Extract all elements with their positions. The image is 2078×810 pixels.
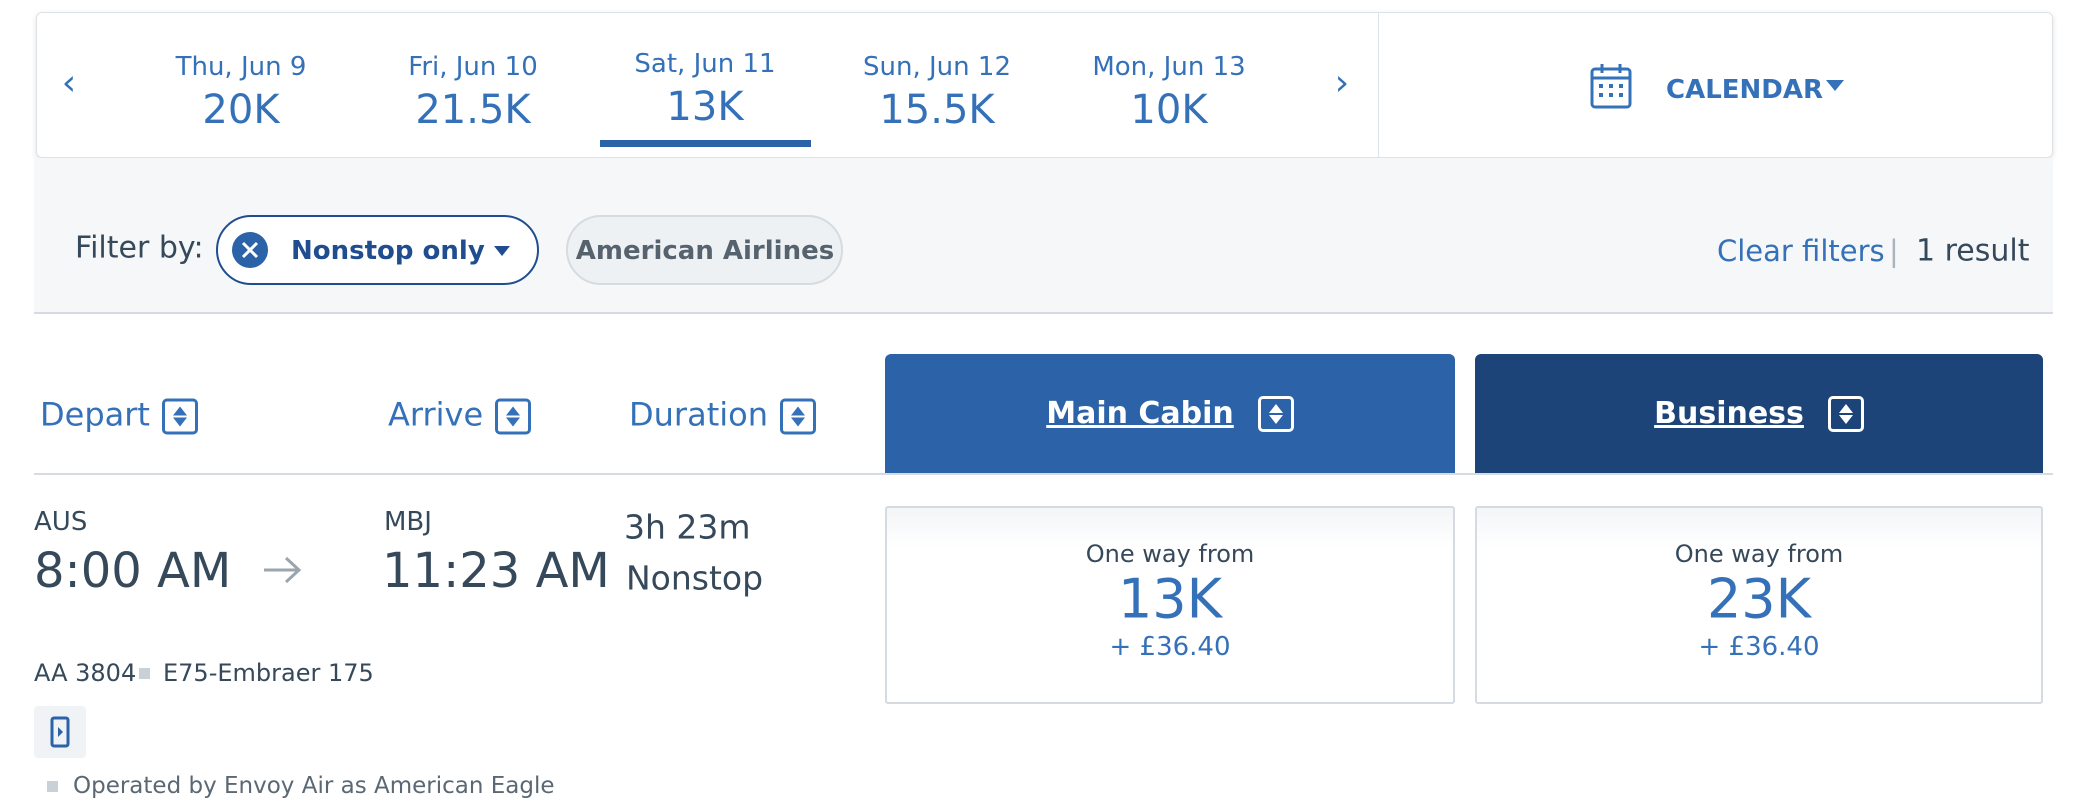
chip-label[interactable]: Nonstop only <box>291 236 485 266</box>
date-nav <box>36 12 2053 158</box>
tab-day[interactable]: Thu, Jun 9 <box>175 52 307 82</box>
operator: Operated by Envoy Air as American Eagle <box>73 773 555 799</box>
result-count: 1 result <box>1916 233 2030 269</box>
fare-label: One way from <box>1085 540 1255 568</box>
tab-price[interactable]: 13K <box>666 84 744 130</box>
nav-divider <box>1378 12 1379 158</box>
sort-icon[interactable] <box>495 398 532 435</box>
destination: MBJ <box>384 507 432 537</box>
arrive-time: 11:23 AM <box>382 543 610 599</box>
duration: 3h 23m <box>624 507 751 547</box>
route-arrow <box>264 556 302 584</box>
main-cabin-header[interactable]: Main Cabin <box>885 354 1455 473</box>
selected-underline <box>600 140 811 147</box>
tab-day[interactable]: Sun, Jun 12 <box>863 52 1011 82</box>
calendar-icon[interactable] <box>1590 62 1632 110</box>
cabin-label[interactable]: Main Cabin <box>1046 396 1234 431</box>
tab-day[interactable]: Sat, Jun 11 <box>634 49 776 79</box>
column-label: Arrive <box>388 395 484 434</box>
header-rule <box>34 473 2053 475</box>
separator: | <box>1889 234 1899 268</box>
chip-label[interactable]: American Airlines <box>575 236 835 266</box>
next-arrow[interactable]: › <box>1334 62 1350 104</box>
sort-icon[interactable] <box>1257 395 1294 432</box>
tab-day[interactable]: Mon, Jun 13 <box>1092 52 1246 82</box>
bullet <box>47 781 58 792</box>
column-label: Depart <box>40 395 150 434</box>
fare-box[interactable] <box>885 506 1455 704</box>
tab-price[interactable]: 10K <box>1130 87 1208 133</box>
fare-tax: + £36.40 <box>1109 632 1231 662</box>
clear-filters[interactable]: Clear filters <box>1717 234 1885 268</box>
wifi-phone-icon <box>34 706 86 758</box>
sort-arrive[interactable]: Arrive <box>388 395 532 435</box>
fare-label: One way from <box>1674 540 1844 568</box>
chip-remove-icon[interactable] <box>232 232 268 268</box>
tab-price[interactable]: 21.5K <box>415 87 531 133</box>
calendar-caret <box>1826 80 1844 91</box>
bullet <box>139 668 150 679</box>
sort-icon[interactable] <box>779 398 816 435</box>
fare-miles[interactable]: 23K <box>1706 567 1812 631</box>
fare-box[interactable] <box>1475 506 2043 704</box>
flight-number: AA 3804 <box>34 659 137 687</box>
origin: AUS <box>34 507 88 537</box>
sort-depart[interactable]: Depart <box>40 396 198 435</box>
business-header[interactable]: Business <box>1475 354 2043 473</box>
stops: Nonstop <box>626 558 764 598</box>
filter-chip[interactable] <box>566 215 843 285</box>
fare-miles[interactable]: 13K <box>1117 567 1223 631</box>
filter-label: Filter by: <box>75 230 204 266</box>
filter-chip-active[interactable] <box>216 215 539 285</box>
calendar-button[interactable]: CALENDAR <box>1666 75 1824 105</box>
chip-caret <box>494 246 510 256</box>
cabin-label[interactable]: Business <box>1654 396 1804 431</box>
fare-tax: + £36.40 <box>1698 632 1820 662</box>
sort-icon[interactable] <box>161 398 198 435</box>
column-label: Duration <box>629 395 768 434</box>
prev-arrow[interactable]: ‹ <box>61 62 77 104</box>
tab-day[interactable]: Fri, Jun 10 <box>408 52 538 82</box>
tab-price[interactable]: 15.5K <box>879 87 995 133</box>
aircraft: E75-Embraer 175 <box>163 659 374 687</box>
depart-time: 8:00 AM <box>34 543 232 599</box>
tab-price[interactable]: 20K <box>202 87 280 133</box>
sort-duration[interactable]: Duration <box>629 396 816 435</box>
sort-icon[interactable] <box>1827 395 1864 432</box>
